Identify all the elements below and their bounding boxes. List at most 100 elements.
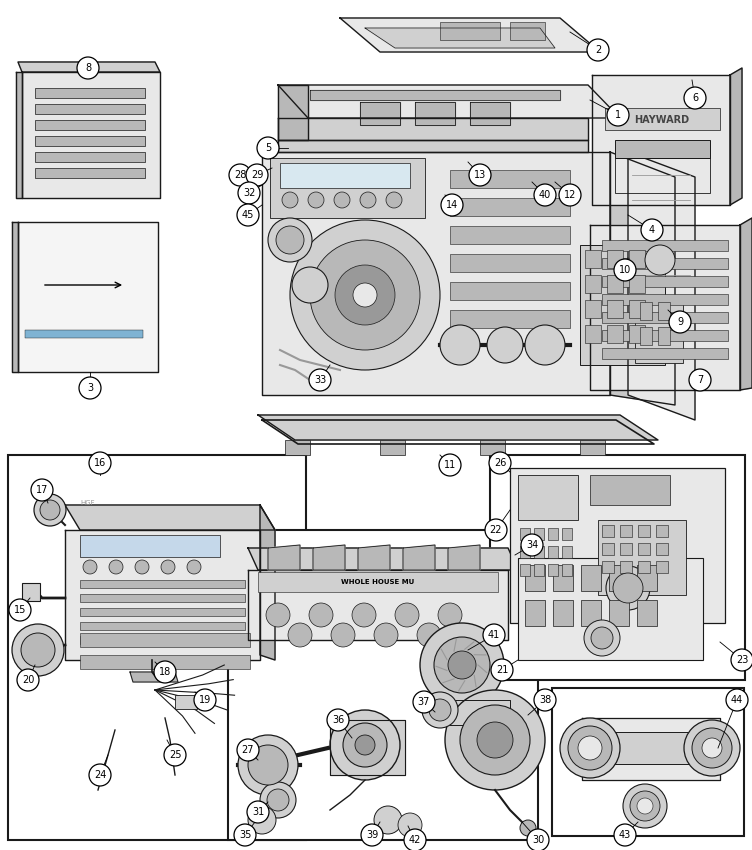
Circle shape bbox=[361, 824, 383, 846]
Circle shape bbox=[395, 603, 419, 627]
Circle shape bbox=[520, 820, 536, 836]
Polygon shape bbox=[365, 28, 555, 48]
Bar bbox=[548, 564, 558, 576]
Polygon shape bbox=[445, 700, 510, 725]
Bar bbox=[607, 275, 623, 293]
Circle shape bbox=[413, 691, 435, 713]
Bar bbox=[553, 565, 573, 591]
Text: 27: 27 bbox=[241, 745, 254, 755]
Bar bbox=[581, 600, 601, 626]
Bar bbox=[270, 158, 425, 218]
Bar bbox=[620, 543, 632, 555]
Text: 29: 29 bbox=[251, 170, 263, 180]
Circle shape bbox=[460, 705, 530, 775]
Circle shape bbox=[288, 623, 312, 647]
Circle shape bbox=[483, 624, 505, 646]
Circle shape bbox=[521, 534, 543, 556]
Circle shape bbox=[568, 726, 612, 770]
Bar bbox=[602, 348, 728, 359]
Circle shape bbox=[684, 87, 706, 109]
Polygon shape bbox=[18, 62, 160, 72]
Bar bbox=[656, 525, 668, 537]
Polygon shape bbox=[740, 218, 752, 390]
Text: 22: 22 bbox=[490, 525, 502, 535]
Text: 35: 35 bbox=[239, 830, 251, 840]
Bar bbox=[658, 302, 670, 320]
Bar bbox=[602, 525, 614, 537]
Bar bbox=[590, 475, 670, 505]
Circle shape bbox=[282, 192, 298, 208]
Bar bbox=[629, 325, 645, 343]
Bar bbox=[450, 198, 570, 216]
Bar bbox=[450, 170, 570, 188]
Bar bbox=[638, 561, 650, 573]
Circle shape bbox=[613, 573, 643, 603]
Bar bbox=[548, 528, 558, 540]
Circle shape bbox=[422, 692, 458, 728]
Text: 36: 36 bbox=[332, 715, 344, 725]
Bar bbox=[640, 327, 652, 345]
Bar bbox=[285, 440, 310, 455]
Bar bbox=[35, 136, 145, 146]
Text: 45: 45 bbox=[242, 210, 254, 220]
Polygon shape bbox=[582, 718, 720, 780]
Bar bbox=[615, 140, 710, 158]
Bar bbox=[562, 546, 572, 558]
Circle shape bbox=[417, 623, 441, 647]
Bar bbox=[80, 622, 245, 630]
Polygon shape bbox=[22, 72, 160, 198]
Bar bbox=[80, 535, 220, 557]
Circle shape bbox=[135, 560, 149, 574]
Circle shape bbox=[485, 519, 507, 541]
Text: 15: 15 bbox=[14, 605, 26, 615]
Polygon shape bbox=[628, 152, 695, 420]
Text: 28: 28 bbox=[234, 170, 246, 180]
Circle shape bbox=[445, 690, 545, 790]
Bar bbox=[585, 300, 601, 318]
Circle shape bbox=[469, 164, 491, 186]
Bar bbox=[602, 294, 728, 305]
Circle shape bbox=[257, 137, 279, 159]
Circle shape bbox=[645, 245, 675, 275]
Text: 40: 40 bbox=[539, 190, 551, 200]
Polygon shape bbox=[258, 415, 658, 440]
Circle shape bbox=[83, 560, 97, 574]
Circle shape bbox=[404, 829, 426, 850]
Bar bbox=[658, 327, 670, 345]
Polygon shape bbox=[358, 545, 390, 570]
Bar bbox=[548, 546, 558, 558]
Bar bbox=[518, 558, 703, 660]
Text: 34: 34 bbox=[526, 540, 538, 550]
Bar bbox=[450, 282, 570, 300]
Polygon shape bbox=[248, 548, 518, 570]
Bar bbox=[629, 275, 645, 293]
Circle shape bbox=[187, 560, 201, 574]
Text: 11: 11 bbox=[444, 460, 456, 470]
Polygon shape bbox=[18, 222, 158, 372]
Text: 10: 10 bbox=[619, 265, 631, 275]
Bar bbox=[602, 543, 614, 555]
Circle shape bbox=[726, 689, 748, 711]
Circle shape bbox=[477, 722, 513, 758]
Polygon shape bbox=[12, 222, 18, 372]
Circle shape bbox=[292, 267, 328, 303]
Circle shape bbox=[12, 624, 64, 676]
Circle shape bbox=[641, 219, 663, 241]
Bar bbox=[637, 600, 657, 626]
Text: 21: 21 bbox=[496, 665, 508, 675]
Text: 13: 13 bbox=[474, 170, 486, 180]
Text: 38: 38 bbox=[539, 695, 551, 705]
Bar bbox=[615, 158, 710, 193]
Circle shape bbox=[234, 824, 256, 846]
Circle shape bbox=[559, 184, 581, 206]
Bar bbox=[585, 325, 601, 343]
Bar bbox=[607, 325, 623, 343]
Text: 43: 43 bbox=[619, 830, 631, 840]
Text: 39: 39 bbox=[366, 830, 378, 840]
Circle shape bbox=[310, 240, 420, 350]
Circle shape bbox=[684, 720, 740, 776]
Bar bbox=[602, 240, 728, 251]
Polygon shape bbox=[592, 75, 730, 205]
Bar bbox=[609, 565, 629, 591]
Bar bbox=[656, 543, 668, 555]
